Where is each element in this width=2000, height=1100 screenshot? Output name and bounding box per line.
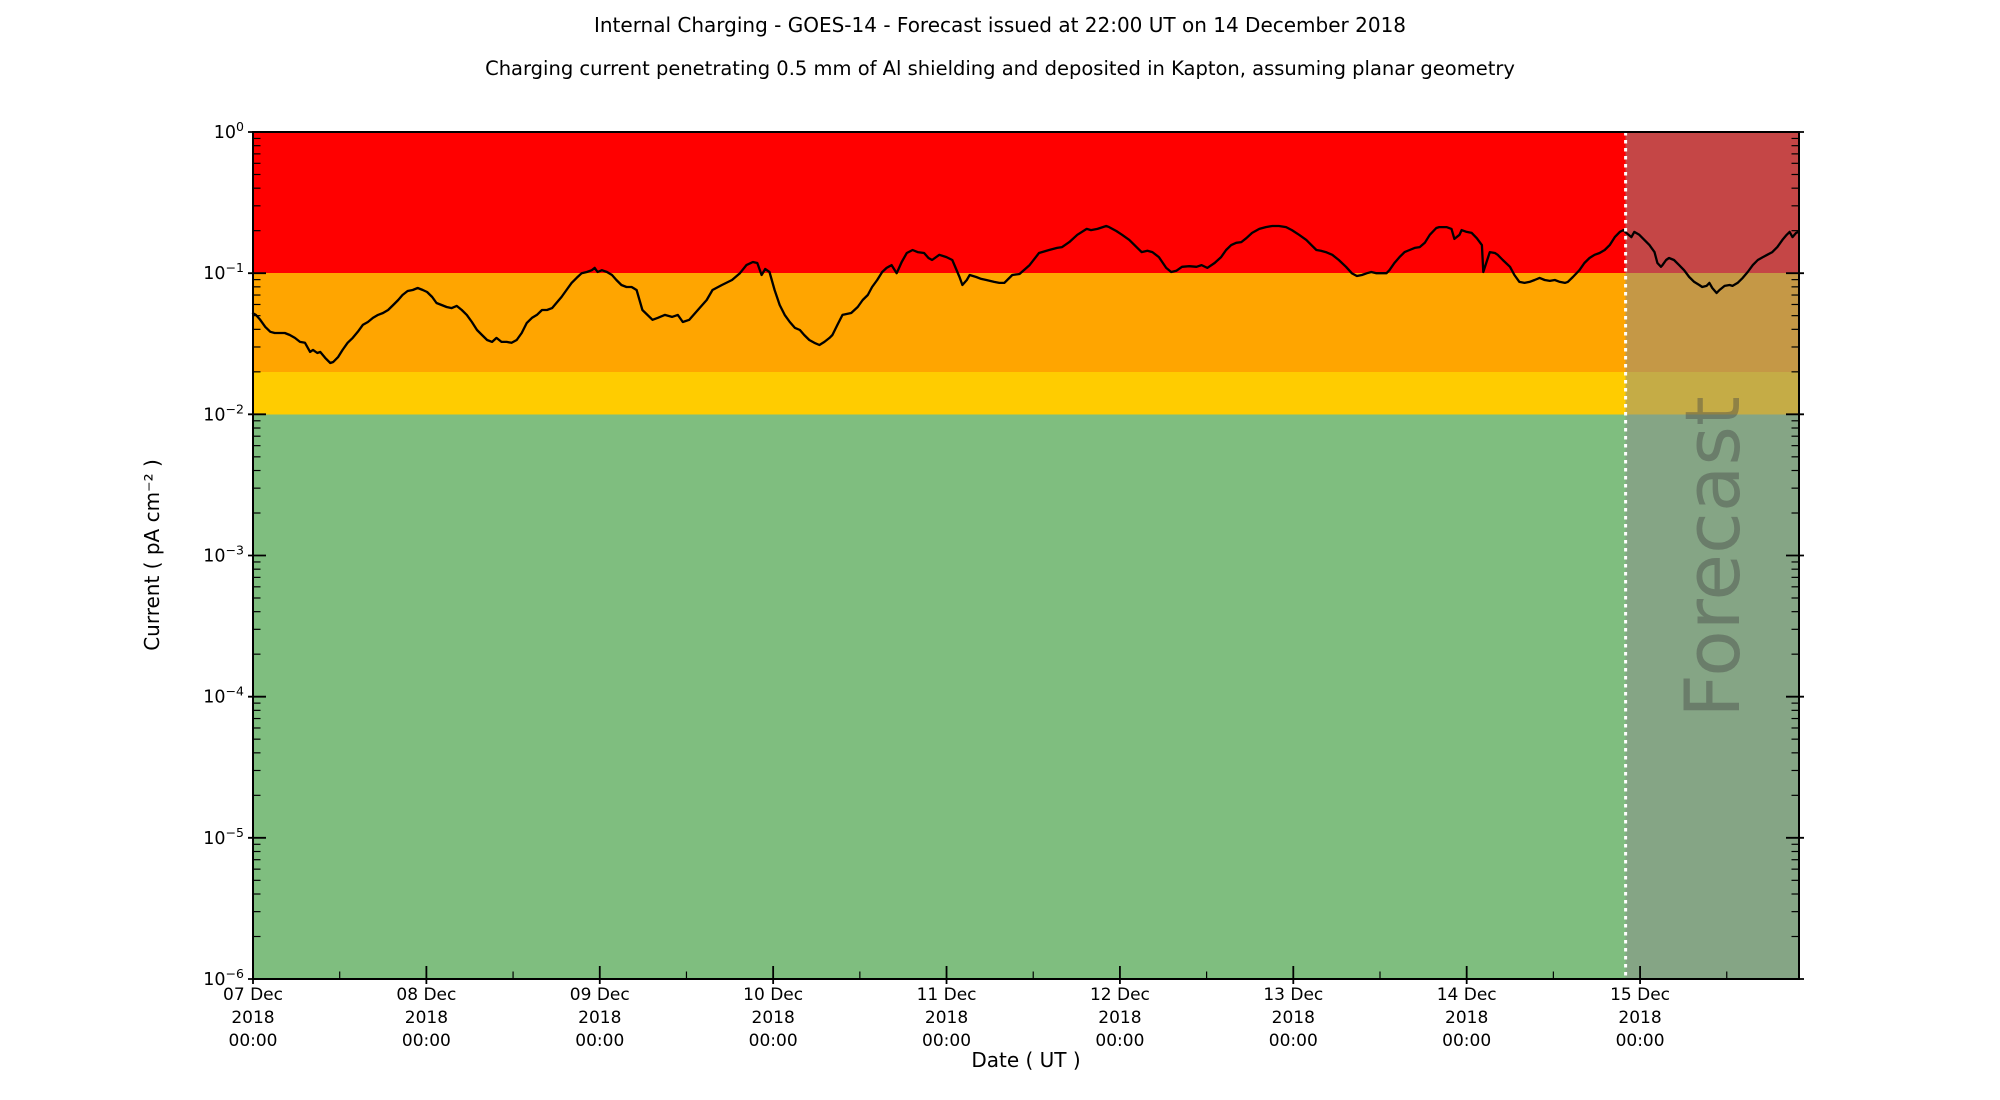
band-red — [253, 132, 1799, 274]
x-tick-label: 2018 — [1618, 1008, 1661, 1028]
x-tick-label: 00:00 — [229, 1031, 278, 1051]
x-tick-label: 00:00 — [1095, 1031, 1144, 1051]
x-axis-label: Date ( UT ) — [971, 1048, 1081, 1072]
x-tick-label: 2018 — [1272, 1008, 1315, 1028]
x-tick-label: 00:00 — [922, 1031, 971, 1051]
x-tick-label: 09 Dec — [570, 985, 630, 1005]
x-tick-label: 13 Dec — [1263, 985, 1323, 1005]
y-tick-label: 10−5 — [203, 825, 244, 849]
x-tick-label: 2018 — [752, 1008, 795, 1028]
forecast-watermark: Forecast — [1668, 396, 1757, 718]
x-tick-label: 2018 — [1445, 1008, 1488, 1028]
band-orange — [253, 273, 1799, 372]
x-tick-label: 00:00 — [1616, 1031, 1665, 1051]
y-tick-labels: 100 10−1 10−2 10−3 10−4 10−5 10−6 — [203, 119, 244, 990]
x-tick-label: 15 Dec — [1610, 985, 1670, 1005]
x-tick-label: 11 Dec — [917, 985, 977, 1005]
x-tick-label: 2018 — [231, 1008, 274, 1028]
band-yellow — [253, 371, 1799, 415]
plot-frame — [252, 131, 1800, 980]
x-tick-label: 00:00 — [1442, 1031, 1491, 1051]
chart-subtitle: Charging current penetrating 0.5 mm of A… — [485, 57, 1515, 80]
x-tick-label: 00:00 — [749, 1031, 798, 1051]
band-green — [253, 414, 1799, 979]
x-tick-labels: 07 Dec 2018 00:00 08 Dec 2018 00:00 09 Dec 2018… — [223, 985, 1670, 1051]
x-tick-label: 00:00 — [575, 1031, 624, 1051]
y-tick-label: 10−1 — [203, 260, 244, 284]
chart-title: Internal Charging - GOES-14 - Forecast i… — [593, 13, 1407, 37]
x-tick-label: 07 Dec — [223, 985, 283, 1005]
current-data-line — [251, 224, 1800, 365]
x-tick-label: 10 Dec — [743, 985, 803, 1005]
x-tick-label: 12 Dec — [1090, 985, 1150, 1005]
y-tick-label: 10−6 — [203, 966, 244, 990]
y-tick-label: 10−3 — [203, 543, 244, 567]
forecast-overlay — [1625, 132, 1799, 979]
x-tick-label: 14 Dec — [1437, 985, 1497, 1005]
x-tick-label: 2018 — [925, 1008, 968, 1028]
y-tick-label: 100 — [214, 119, 244, 143]
x-tick-label: 08 Dec — [396, 985, 456, 1005]
x-tick-label: 2018 — [578, 1008, 621, 1028]
x-tick-label: 2018 — [405, 1008, 448, 1028]
x-tick-label: 2018 — [1098, 1008, 1141, 1028]
x-tick-label: 00:00 — [1269, 1031, 1318, 1051]
y-tick-label: 10−2 — [203, 401, 244, 425]
y-axis-label: Current ( pA cm⁻² ) — [140, 459, 164, 651]
y-tick-label: 10−4 — [203, 684, 244, 708]
x-tick-label: 00:00 — [402, 1031, 451, 1051]
